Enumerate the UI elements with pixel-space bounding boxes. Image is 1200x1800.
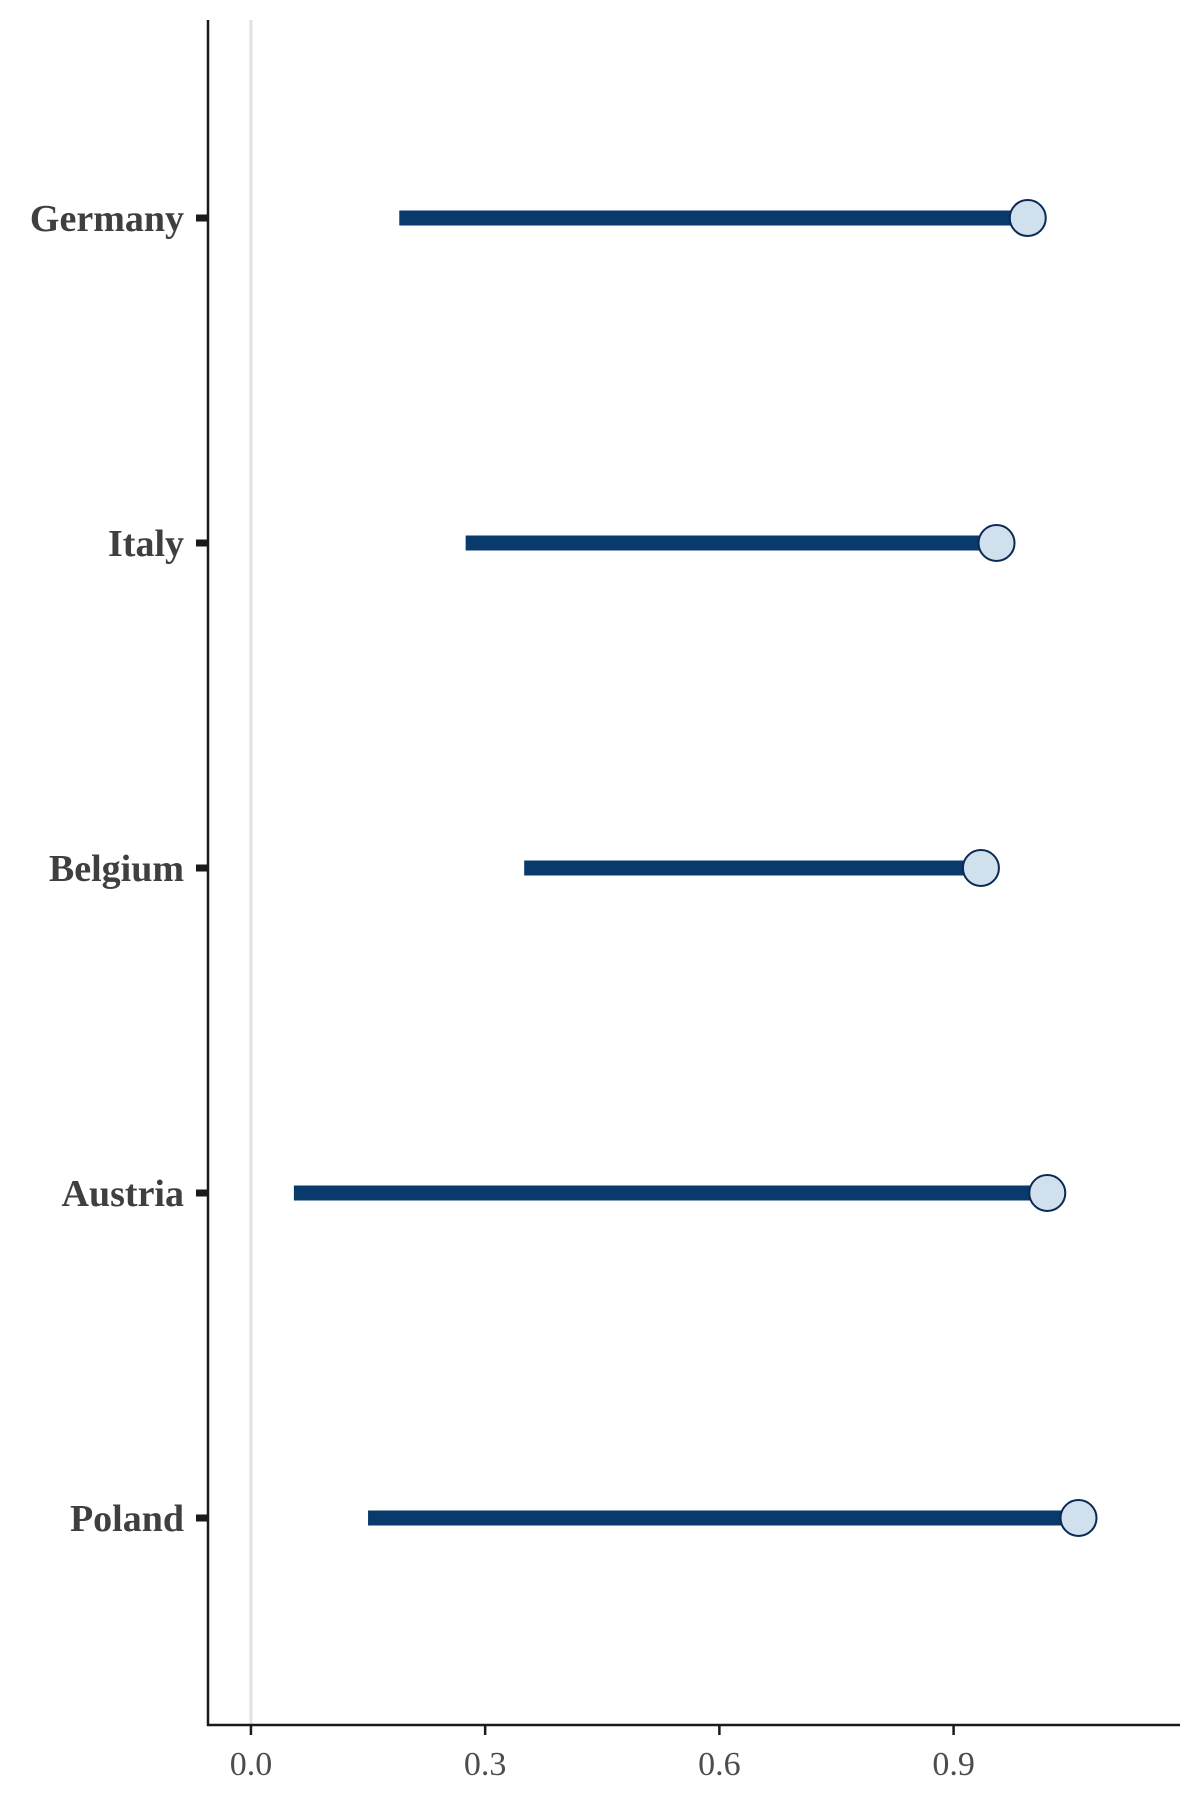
x-axis-ticks: 0.0 0.3 0.6 0.9	[230, 1725, 975, 1783]
chart-marks	[293, 199, 1098, 1537]
point-germany	[1008, 199, 1047, 237]
y-tick-label: Poland	[70, 1498, 184, 1540]
point-austria	[1028, 1174, 1067, 1212]
point-italy	[977, 524, 1016, 562]
y-axis-ticks: Germany Italy Belgium Austria Poland	[30, 198, 208, 1540]
x-tick-label: 0.3	[464, 1746, 507, 1783]
y-tick-label: Austria	[62, 1173, 184, 1215]
x-tick-label: 0.9	[932, 1746, 975, 1783]
y-tick-label: Italy	[108, 523, 184, 565]
x-tick-label: 0.6	[698, 1746, 741, 1783]
point-poland	[1059, 1499, 1098, 1537]
y-tick-label: Germany	[30, 198, 184, 240]
y-tick-label: Belgium	[49, 848, 184, 890]
x-tick-label: 0.0	[230, 1746, 273, 1783]
point-belgium	[961, 849, 1000, 887]
